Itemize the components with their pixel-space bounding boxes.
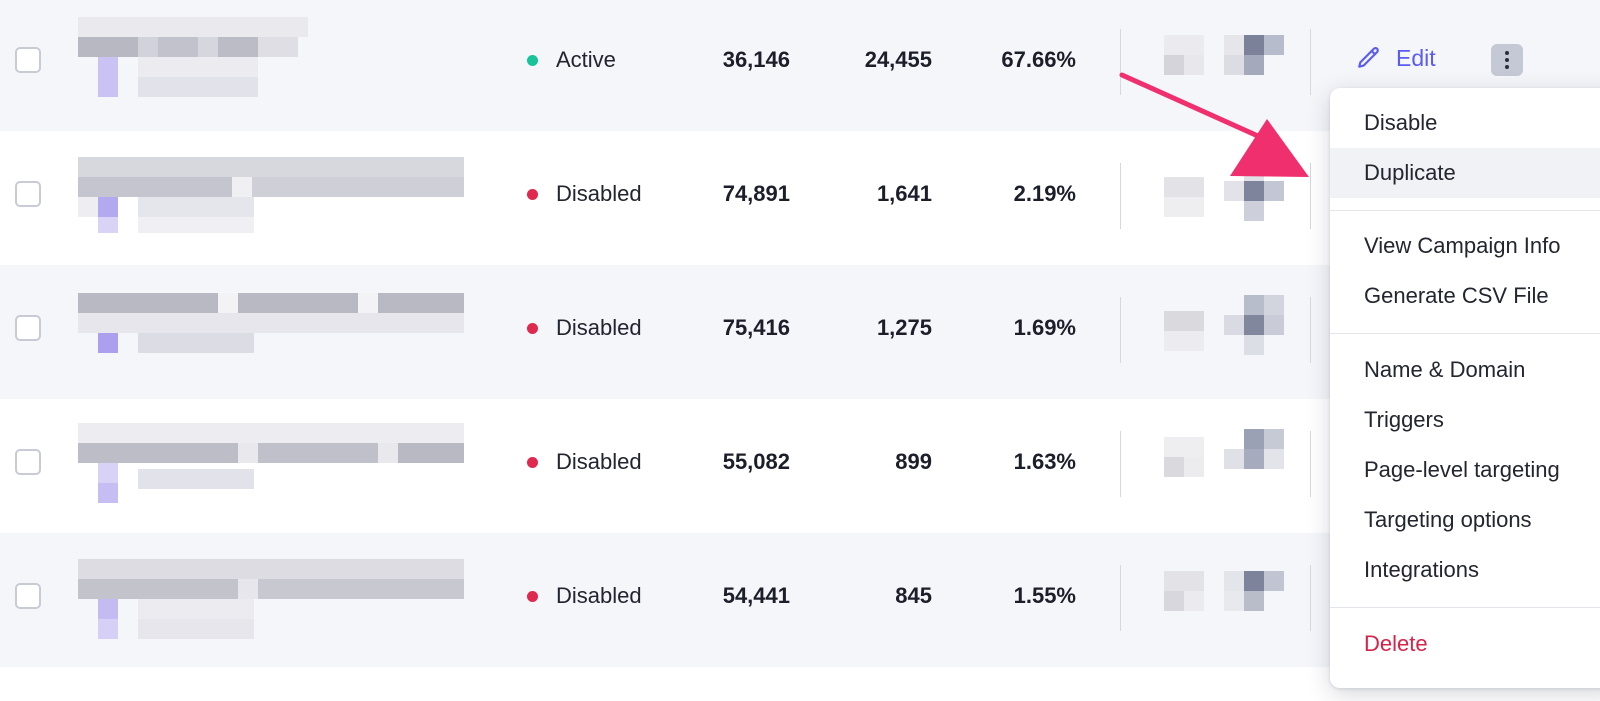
column-divider bbox=[1310, 163, 1311, 229]
more-actions-button[interactable] bbox=[1491, 44, 1523, 76]
metric-conversion-rate: 1.69% bbox=[1013, 315, 1076, 340]
menu-item-disable[interactable]: Disable bbox=[1364, 110, 1438, 135]
menu-divider bbox=[1330, 333, 1600, 334]
metric-visitors: 36,146 bbox=[722, 47, 790, 72]
row-actions-menu: Disable Duplicate View Campaign Info Gen… bbox=[1330, 88, 1600, 688]
row-checkbox[interactable] bbox=[15, 449, 41, 475]
metric-visitors: 55,082 bbox=[722, 449, 790, 474]
menu-item-view-campaign-info[interactable]: View Campaign Info bbox=[1364, 233, 1561, 258]
status-dot-disabled bbox=[527, 591, 538, 602]
menu-item-name-domain[interactable]: Name & Domain bbox=[1364, 357, 1526, 382]
redacted-thumbnail bbox=[1164, 437, 1228, 503]
status-dot-disabled bbox=[527, 323, 538, 334]
table-row[interactable]: Active 36,146 24,455 67.66% Edit bbox=[0, 0, 1600, 131]
column-divider bbox=[1310, 431, 1311, 497]
column-divider bbox=[1120, 29, 1121, 95]
redacted-campaign-name bbox=[64, 559, 484, 669]
menu-divider bbox=[1330, 210, 1600, 211]
metric-visitors: 54,441 bbox=[722, 583, 790, 608]
row-checkbox[interactable] bbox=[15, 583, 41, 609]
edit-button[interactable]: Edit bbox=[1356, 43, 1436, 73]
redacted-campaign-name bbox=[64, 423, 484, 533]
status-label: Disabled bbox=[556, 449, 642, 474]
menu-item-duplicate[interactable]: Duplicate bbox=[1330, 148, 1600, 198]
redacted-thumbnail bbox=[1164, 571, 1228, 637]
column-divider bbox=[1310, 565, 1311, 631]
metric-conversions: 899 bbox=[895, 449, 932, 474]
menu-divider bbox=[1330, 607, 1600, 608]
row-checkbox[interactable] bbox=[15, 315, 41, 341]
redacted-thumbnail bbox=[1224, 429, 1288, 495]
redacted-thumbnail bbox=[1164, 303, 1228, 369]
menu-item-delete[interactable]: Delete bbox=[1364, 631, 1428, 656]
row-checkbox[interactable] bbox=[15, 47, 41, 73]
metric-conversion-rate: 67.66% bbox=[1001, 47, 1076, 72]
metric-conversions: 1,641 bbox=[876, 181, 932, 206]
status-dot-disabled bbox=[527, 189, 538, 200]
column-divider bbox=[1310, 29, 1311, 95]
pencil-icon bbox=[1358, 47, 1379, 68]
kebab-vertical-icon bbox=[1505, 51, 1509, 55]
metric-conversion-rate: 1.63% bbox=[1013, 449, 1076, 474]
menu-item-page-level-targeting[interactable]: Page-level targeting bbox=[1364, 457, 1560, 482]
row-checkbox[interactable] bbox=[15, 181, 41, 207]
redacted-thumbnail bbox=[1224, 35, 1288, 101]
edit-label: Edit bbox=[1396, 44, 1436, 71]
status-label: Disabled bbox=[556, 181, 642, 206]
column-divider bbox=[1310, 297, 1311, 363]
redacted-thumbnail bbox=[1224, 161, 1288, 227]
status-label: Active bbox=[556, 47, 616, 72]
metric-conversions: 1,275 bbox=[876, 315, 932, 340]
metric-visitors: 75,416 bbox=[722, 315, 790, 340]
column-divider bbox=[1120, 297, 1121, 363]
metric-conversion-rate: 2.19% bbox=[1013, 181, 1076, 206]
status-label: Disabled bbox=[556, 315, 642, 340]
column-divider bbox=[1120, 431, 1121, 497]
menu-item-triggers[interactable]: Triggers bbox=[1364, 407, 1444, 432]
redacted-campaign-name bbox=[64, 293, 484, 403]
redacted-campaign-name bbox=[64, 157, 484, 267]
redacted-thumbnail bbox=[1224, 295, 1288, 361]
metric-conversion-rate: 1.55% bbox=[1013, 583, 1076, 608]
metric-visitors: 74,891 bbox=[722, 181, 790, 206]
redacted-thumbnail bbox=[1164, 169, 1228, 235]
status-dot-disabled bbox=[527, 457, 538, 468]
metric-conversions: 845 bbox=[895, 583, 932, 608]
redacted-thumbnail bbox=[1224, 563, 1288, 629]
column-divider bbox=[1120, 163, 1121, 229]
metric-conversions: 24,455 bbox=[864, 47, 932, 72]
redacted-thumbnail bbox=[1164, 35, 1228, 101]
menu-item-targeting-options[interactable]: Targeting options bbox=[1364, 507, 1532, 532]
column-divider bbox=[1120, 565, 1121, 631]
status-dot-active bbox=[527, 55, 538, 66]
menu-item-integrations[interactable]: Integrations bbox=[1364, 557, 1479, 582]
status-label: Disabled bbox=[556, 583, 642, 608]
redacted-campaign-name bbox=[64, 17, 484, 127]
menu-item-generate-csv[interactable]: Generate CSV File bbox=[1364, 283, 1549, 308]
